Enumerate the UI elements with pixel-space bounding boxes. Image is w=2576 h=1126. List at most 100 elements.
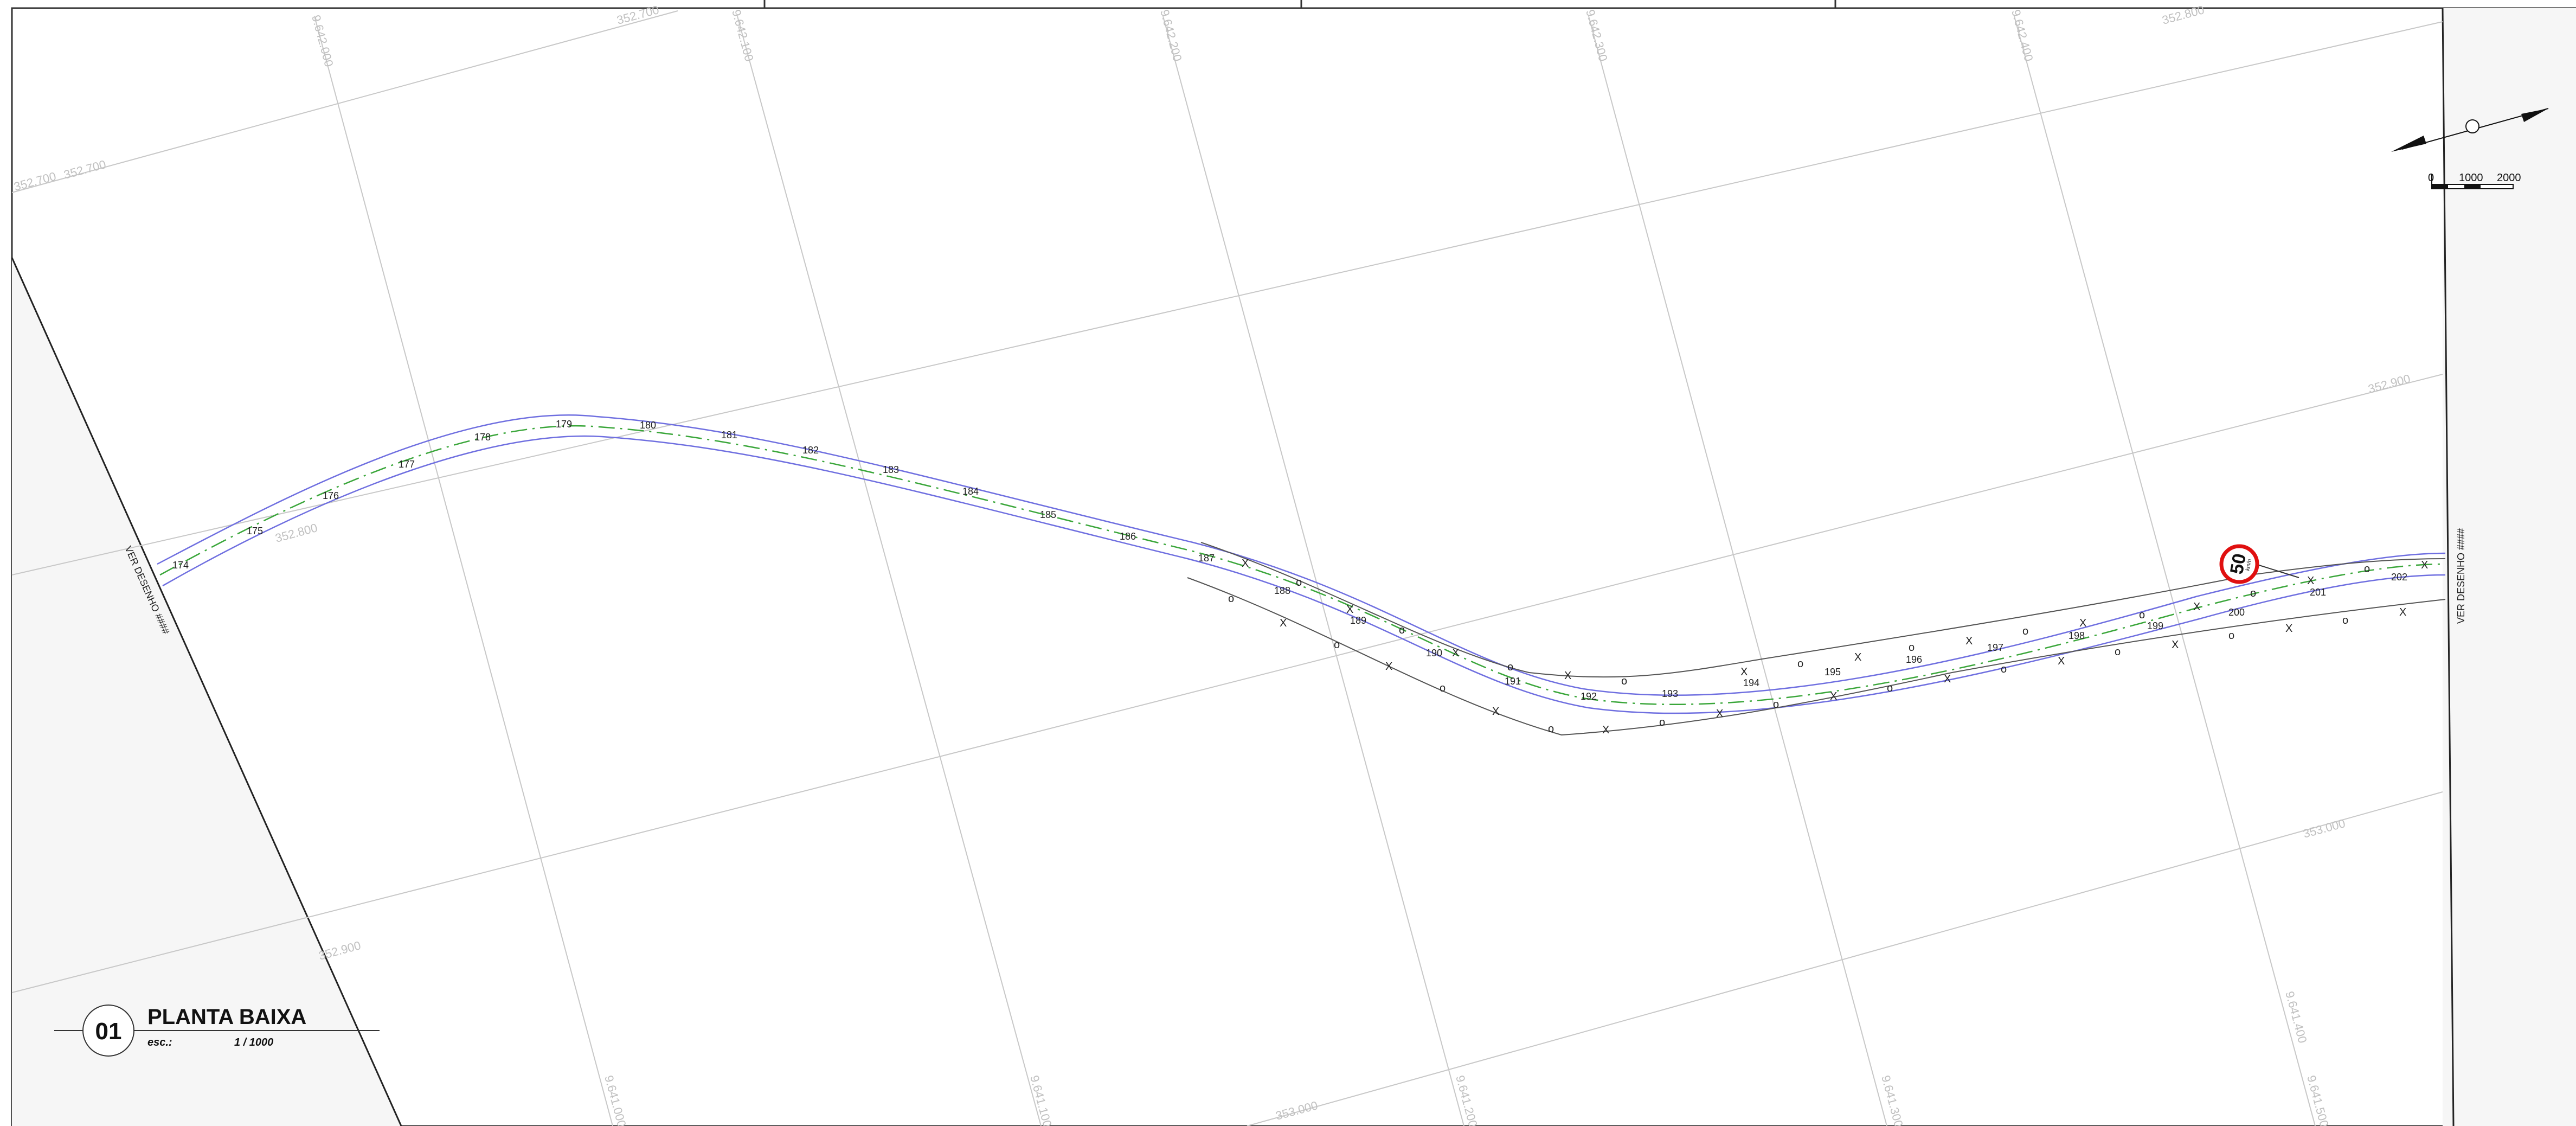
station-label: 202 <box>2391 572 2407 583</box>
grid-label: 352.700 <box>12 169 57 194</box>
drawing-number: 01 <box>95 1018 122 1045</box>
station-label: 195 <box>1825 667 1841 677</box>
grid-label: 352.800 <box>2161 3 2206 27</box>
scale-bar-tick: 2000 <box>2497 172 2521 184</box>
station-label: 174 <box>172 560 189 571</box>
fence-post: o <box>2115 646 2121 658</box>
fence-post: o <box>2250 587 2256 599</box>
road <box>157 414 2446 714</box>
station-label: 190 <box>1426 648 1442 658</box>
fence-x: X <box>1385 661 1392 673</box>
fence-post: o <box>2139 609 2145 621</box>
grid-label: 9.642.100 <box>729 8 756 63</box>
scale-bar-tick: 1000 <box>2459 172 2483 184</box>
fence-lines <box>1187 542 2446 736</box>
scale-label: esc.: <box>147 1037 172 1048</box>
station-label: 185 <box>1040 509 1056 520</box>
fence-north <box>1200 542 2446 678</box>
station-label: 193 <box>1662 688 1678 699</box>
fence-x: X <box>2079 617 2086 629</box>
fence-x: X <box>2285 623 2292 635</box>
fence-x: X <box>1965 635 1973 647</box>
grid-label: 352.700 <box>615 3 660 27</box>
station-label: 176 <box>323 490 339 501</box>
station-label: 198 <box>2068 630 2085 641</box>
fence-post: o <box>1548 723 1554 735</box>
fence-x: X <box>2172 639 2179 651</box>
fence-x: X <box>2058 655 2065 667</box>
grid-label: 352.900 <box>2367 372 2412 396</box>
station-label: 196 <box>1906 654 1922 665</box>
fence-x: X <box>1242 558 1249 570</box>
station-label: 175 <box>247 526 263 536</box>
fence-x: X <box>2399 606 2406 618</box>
station-label: 184 <box>962 486 979 497</box>
station-label: 178 <box>474 432 491 443</box>
match-line-left <box>11 257 402 1126</box>
fence-x: X <box>1854 651 1861 663</box>
grid-label: 9.642.200 <box>1158 8 1184 63</box>
drawing-number-circle <box>82 1005 134 1057</box>
station-label: 188 <box>1274 585 1290 596</box>
fence-post: o <box>1797 658 1803 670</box>
drawing-title: PLANTA BAIXA <box>147 1005 306 1029</box>
road-axis <box>159 425 2446 705</box>
speed-limit-sign: 50 km/h <box>2219 544 2299 584</box>
scale-bar-tick: 0 <box>2428 172 2434 184</box>
fence-x: X <box>1346 604 1353 616</box>
station-label: 179 <box>556 419 572 430</box>
fence-post: o <box>1507 661 1513 673</box>
fence-x: X <box>1492 706 1499 718</box>
fence-x: X <box>1716 708 1723 720</box>
fence-post: o <box>2228 630 2234 642</box>
grid-label: 353.000 <box>2302 816 2347 841</box>
fence-x: X <box>1280 617 1287 629</box>
station-label: 192 <box>1581 691 1597 702</box>
right-adjacent-area <box>2443 8 2576 1126</box>
grid-label: 9.642.300 <box>1583 8 1610 63</box>
station-label: 183 <box>883 464 899 475</box>
speed-sign-ring <box>2219 544 2259 584</box>
fence-post: o <box>1228 593 1234 605</box>
fence-post: o <box>1773 699 1779 711</box>
station-label: 180 <box>640 420 656 431</box>
fence-post: o <box>2022 625 2028 637</box>
grid-labels: 9.642.000 9.642.100 9.642.200 9.642.300 … <box>12 3 2412 1126</box>
station-label: 182 <box>802 445 819 456</box>
station-label: 200 <box>2228 607 2245 618</box>
north-arrow-icon <box>2391 108 2549 152</box>
station-label: 177 <box>399 459 415 470</box>
station-label: 191 <box>1505 676 1521 687</box>
grid-label: 352.900 <box>317 938 362 963</box>
fence-x: X <box>1944 673 1951 685</box>
fence-post: o <box>2364 563 2370 575</box>
speed-limit-unit: km/h <box>2245 559 2253 571</box>
grid-label: 9.641.100 <box>1027 1074 1054 1126</box>
fence-post: o <box>1621 675 1627 687</box>
grid-label: 9.642.400 <box>2009 8 2035 63</box>
fence-x: X <box>1564 670 1571 682</box>
fence-x: X <box>2307 575 2314 587</box>
fence-post: o <box>1440 682 1446 694</box>
station-label: 201 <box>2310 587 2326 598</box>
grid-label: 9.641.400 <box>2283 990 2309 1045</box>
match-line-right-label: VER DESENHO #### <box>2456 528 2466 624</box>
sheet-frame <box>11 7 2576 1126</box>
fence-south <box>1187 577 2446 736</box>
grid-label: 353.000 <box>1274 1098 1319 1123</box>
fence-x: X <box>1602 724 1609 736</box>
station-label: 189 <box>1350 615 1366 626</box>
fence-markers: X o X o X o X o X o X o X o X o X o X o … <box>1228 558 2428 736</box>
grid-label: 9.642.000 <box>309 14 336 68</box>
fence-post: o <box>1659 716 1665 728</box>
speed-limit-value: 50 <box>2226 552 2250 576</box>
road-edge-right <box>162 435 2446 714</box>
title-block: 01 PLANTA BAIXA esc.: 1 / 1000 <box>54 1005 380 1057</box>
station-labels: 174 175 176 177 178 179 180 181 182 183 … <box>172 419 2407 702</box>
fence-post: o <box>1909 642 1915 654</box>
road-edge-left <box>157 414 2446 696</box>
fence-post: o <box>1399 624 1405 636</box>
match-line-right <box>2442 8 2455 1126</box>
fence-post: o <box>1887 682 1893 694</box>
fence-x: X <box>2193 601 2200 613</box>
